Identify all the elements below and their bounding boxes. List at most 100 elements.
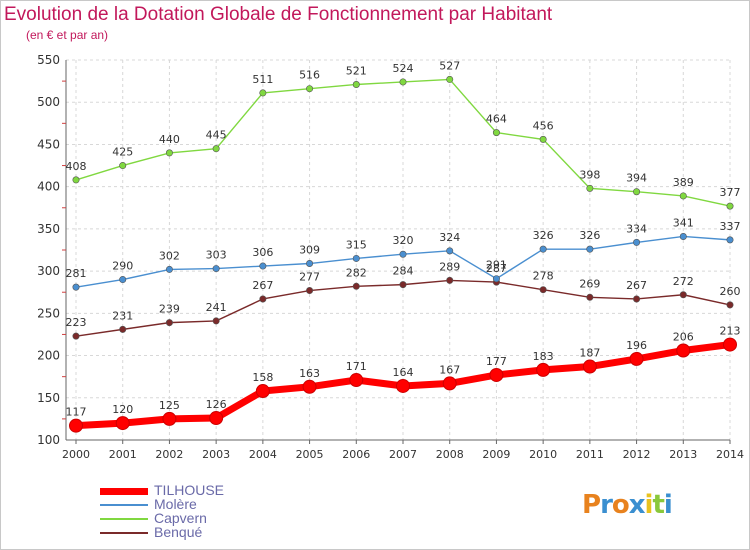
data-point-benque (119, 325, 127, 333)
data-label-benque: 272 (673, 275, 694, 288)
data-label-tilhouse: 213 (720, 325, 741, 338)
x-tick-label: 2011 (576, 448, 604, 461)
data-point-tilhouse (69, 418, 83, 433)
y-tick-label: 200 (37, 349, 60, 363)
data-point-benque (259, 295, 267, 303)
data-point-benque (72, 332, 80, 340)
logo-letter: P (582, 490, 601, 520)
legend-label: Benqué (154, 524, 203, 540)
data-point-capvern (119, 162, 127, 170)
data-point-tilhouse (676, 343, 691, 358)
data-label-tilhouse: 126 (206, 398, 227, 411)
data-label-benque: 277 (299, 271, 320, 284)
y-tick-label: 350 (37, 222, 60, 236)
data-point-capvern (212, 145, 220, 153)
data-point-tilhouse (162, 411, 177, 426)
data-point-benque (679, 291, 687, 299)
data-point-tilhouse (489, 367, 504, 382)
data-point-molere (72, 283, 80, 291)
data-label-tilhouse: 177 (486, 355, 507, 368)
x-tick-label: 2004 (249, 448, 277, 461)
chart-subtitle: (en € et par an) (26, 28, 109, 42)
data-label-benque: 269 (579, 277, 600, 290)
data-label-molere: 315 (346, 238, 367, 251)
data-point-capvern (492, 129, 500, 137)
legend-swatch (100, 488, 148, 495)
x-tick-label: 2006 (342, 448, 370, 461)
data-label-tilhouse: 117 (66, 406, 87, 419)
data-point-capvern (72, 176, 80, 184)
data-label-molere: 341 (673, 216, 694, 229)
x-tick-label: 2009 (482, 448, 510, 461)
data-point-tilhouse (209, 411, 224, 426)
data-point-benque (399, 281, 407, 289)
data-label-capvern: 425 (112, 146, 133, 159)
data-label-tilhouse: 164 (393, 366, 414, 379)
data-point-tilhouse (723, 337, 737, 352)
data-point-molere (679, 232, 687, 240)
data-label-benque: 267 (252, 279, 273, 292)
y-tick-label: 100 (37, 433, 60, 447)
data-label-benque: 287 (486, 262, 507, 275)
data-point-benque (633, 295, 641, 303)
data-point-tilhouse (629, 351, 644, 366)
data-label-capvern: 445 (206, 129, 227, 142)
data-label-molere: 306 (252, 246, 273, 259)
legend-label: Molère (154, 496, 197, 512)
data-point-capvern (633, 188, 641, 196)
legend-swatch (100, 532, 148, 534)
data-label-molere: 290 (112, 260, 133, 273)
data-point-capvern (539, 135, 547, 143)
logo-letter: t (652, 490, 664, 520)
data-label-capvern: 377 (720, 186, 741, 199)
x-tick-label: 2014 (716, 448, 744, 461)
data-label-benque: 239 (159, 303, 180, 316)
data-label-tilhouse: 158 (252, 371, 273, 384)
data-point-molere (492, 275, 500, 283)
data-label-capvern: 408 (66, 160, 87, 173)
data-label-tilhouse: 120 (112, 403, 133, 416)
data-point-tilhouse (302, 379, 317, 394)
data-point-molere (586, 245, 594, 253)
x-tick-label: 2001 (109, 448, 137, 461)
data-label-capvern: 389 (673, 176, 694, 189)
data-point-tilhouse (255, 384, 270, 399)
x-tick-label: 2003 (202, 448, 230, 461)
data-point-benque (586, 293, 594, 301)
logo-letter: r (600, 490, 613, 520)
data-label-molere: 303 (206, 249, 227, 262)
data-point-benque (726, 301, 734, 309)
x-tick-label: 2012 (623, 448, 651, 461)
data-point-tilhouse (396, 378, 410, 393)
data-point-molere (165, 265, 173, 273)
y-tick-label: 450 (37, 137, 60, 151)
data-point-capvern (306, 85, 314, 93)
data-point-molere (306, 260, 314, 268)
data-point-capvern (446, 75, 454, 83)
data-label-benque: 267 (626, 279, 647, 292)
data-label-tilhouse: 206 (673, 330, 694, 343)
x-tick-label: 2000 (62, 448, 90, 461)
data-label-capvern: 527 (439, 59, 460, 72)
data-point-capvern (352, 80, 360, 88)
data-point-benque (306, 287, 314, 295)
x-tick-label: 2002 (155, 448, 183, 461)
data-point-molere (539, 245, 547, 253)
legend-swatch (100, 518, 148, 520)
data-label-capvern: 440 (159, 133, 180, 146)
data-point-capvern (586, 184, 594, 192)
data-point-molere (352, 254, 360, 262)
data-label-molere: 309 (299, 244, 320, 257)
data-label-molere: 326 (579, 229, 600, 242)
data-label-molere: 281 (66, 267, 87, 280)
data-label-molere: 302 (159, 249, 180, 262)
data-label-capvern: 464 (486, 113, 507, 126)
data-point-benque (352, 282, 360, 290)
y-tick-label: 150 (37, 391, 60, 405)
data-point-tilhouse (582, 359, 597, 374)
data-point-molere (259, 262, 267, 270)
x-tick-label: 2008 (436, 448, 464, 461)
data-label-capvern: 511 (252, 73, 273, 86)
